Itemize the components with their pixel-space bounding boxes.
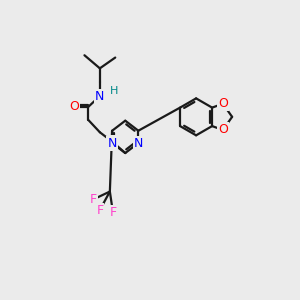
Text: F: F [110,206,116,219]
Text: F: F [90,193,97,206]
Text: S: S [109,136,117,149]
Text: N: N [107,136,117,149]
Text: F: F [96,203,103,217]
Text: N: N [134,136,143,149]
Text: O: O [218,123,228,136]
Text: N: N [95,90,104,103]
Text: H: H [110,86,118,96]
Text: O: O [70,100,80,113]
Text: O: O [218,97,228,110]
